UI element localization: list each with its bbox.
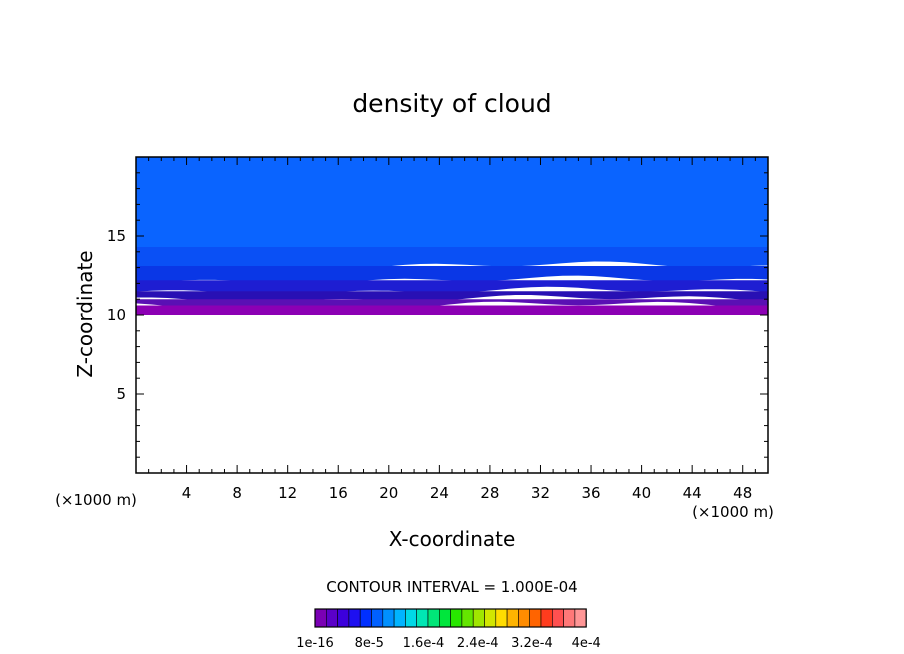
x-tick-label: 8 bbox=[232, 484, 242, 502]
colorbar-label: 2.4e-4 bbox=[457, 636, 499, 651]
colorbar-swatch bbox=[427, 608, 440, 628]
colorbar-swatch bbox=[506, 608, 519, 628]
colorbar-swatch bbox=[314, 608, 327, 628]
plot-area bbox=[135, 156, 769, 474]
x-axis-label: X-coordinate bbox=[389, 527, 516, 551]
x-tick-label: 36 bbox=[581, 484, 600, 502]
x-tick-label: 20 bbox=[379, 484, 398, 502]
colorbar-swatch bbox=[574, 608, 587, 628]
y-tick-label: 15 bbox=[107, 227, 126, 245]
colorbar-swatch bbox=[359, 608, 372, 628]
colorbar-swatch bbox=[461, 608, 474, 628]
x-tick-label: 24 bbox=[430, 484, 449, 502]
x-tick-label: 48 bbox=[733, 484, 752, 502]
colorbar-swatch bbox=[393, 608, 406, 628]
colorbar-label: 1e-16 bbox=[296, 636, 334, 651]
x-tick-label: 12 bbox=[278, 484, 297, 502]
x-tick-label: 40 bbox=[632, 484, 651, 502]
colorbar-swatch bbox=[529, 608, 542, 628]
y-axis: 5 10 15 bbox=[107, 172, 768, 458]
chart-title: density of cloud bbox=[352, 89, 551, 118]
y-tick-label: 5 bbox=[116, 385, 126, 403]
x-tick-label: 32 bbox=[531, 484, 550, 502]
colorbar-frame bbox=[314, 608, 587, 628]
colorbar-swatch bbox=[518, 608, 531, 628]
colorbar-swatch bbox=[563, 608, 576, 628]
colorbar-swatch bbox=[348, 608, 361, 628]
y-axis-label: Z-coordinate bbox=[73, 250, 97, 377]
cloud-layer-upper bbox=[136, 157, 768, 248]
x-unit-right: (×1000 m) bbox=[692, 503, 774, 521]
colorbar-swatch bbox=[405, 608, 417, 628]
cloud-layer-band2 bbox=[136, 247, 768, 271]
colorbar: 1e-16 8e-5 1.6e-4 2.4e-4 3.2e-4 4e-4 bbox=[296, 608, 601, 651]
colorbar-swatch bbox=[450, 608, 463, 628]
colorbar-swatch bbox=[325, 608, 338, 628]
colorbar-swatch bbox=[438, 608, 451, 628]
colorbar-label: 1.6e-4 bbox=[403, 636, 445, 651]
x-tick-label: 16 bbox=[329, 484, 348, 502]
colorbar-swatch bbox=[371, 608, 384, 628]
colorbar-swatch bbox=[540, 608, 553, 628]
x-axis: 4 8 12 16 20 24 28 32 36 40 44 48 bbox=[148, 157, 756, 502]
y-tick-label: 10 bbox=[107, 306, 126, 324]
x-tick-label: 4 bbox=[182, 484, 192, 502]
cloud-layer-band3 bbox=[136, 266, 768, 285]
colorbar-swatch bbox=[416, 608, 429, 628]
colorbar-swatch bbox=[472, 608, 485, 628]
colorbar-swatch bbox=[382, 608, 395, 628]
colorbar-swatch bbox=[337, 608, 350, 628]
colorbar-label: 8e-5 bbox=[355, 636, 384, 651]
cloud-layer-base bbox=[136, 305, 768, 315]
colorbar-label: 3.2e-4 bbox=[511, 636, 553, 651]
colorbar-label: 4e-4 bbox=[572, 636, 601, 651]
x-unit-left: (×1000 m) bbox=[55, 491, 137, 509]
colorbar-swatch bbox=[551, 608, 564, 628]
cloud-layer-band6 bbox=[136, 299, 768, 310]
colorbar-swatch bbox=[484, 608, 497, 628]
x-tick-label: 44 bbox=[683, 484, 702, 502]
x-tick-label: 28 bbox=[480, 484, 499, 502]
contour-interval-label: CONTOUR INTERVAL = 1.000E-04 bbox=[326, 578, 577, 596]
colorbar-swatch bbox=[495, 608, 508, 628]
